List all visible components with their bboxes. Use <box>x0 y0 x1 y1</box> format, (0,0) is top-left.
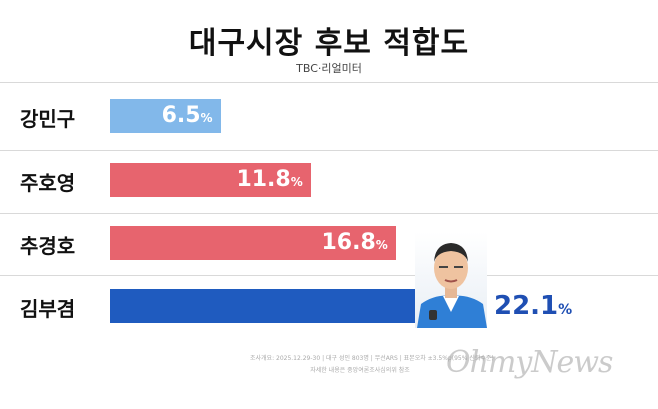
bar: 16.8% <box>110 226 396 260</box>
divider <box>0 275 658 276</box>
candidate-photo <box>415 232 487 328</box>
category-label: 강민구 <box>20 107 76 131</box>
bar-value-label: 11.8% <box>236 167 303 192</box>
chart-source: TBC·리얼미터 <box>296 62 362 75</box>
category-label: 주호영 <box>20 171 76 195</box>
bar-value-label: 22.1% <box>494 291 573 321</box>
bar-value-label: 6.5% <box>161 103 213 128</box>
divider <box>0 213 658 214</box>
chart-title: 대구시장 후보 적합도 <box>188 26 470 61</box>
ohmynews-watermark: OhmyNews <box>446 345 613 380</box>
survey-footnote: 조사개요: 2025.12.29-30 | 대구 성인 803명 | 무선ARS… <box>250 355 494 362</box>
category-label: 김부겸 <box>20 297 76 321</box>
bar: 11.8% <box>110 163 311 197</box>
divider <box>0 150 658 151</box>
bar-value-label: 16.8% <box>321 230 388 255</box>
bar: 6.5% <box>110 99 221 133</box>
divider <box>0 82 658 83</box>
survey-footnote-note: 자세한 내용은 중앙여론조사심의위 참조 <box>310 367 410 374</box>
category-label: 추경호 <box>20 234 76 258</box>
